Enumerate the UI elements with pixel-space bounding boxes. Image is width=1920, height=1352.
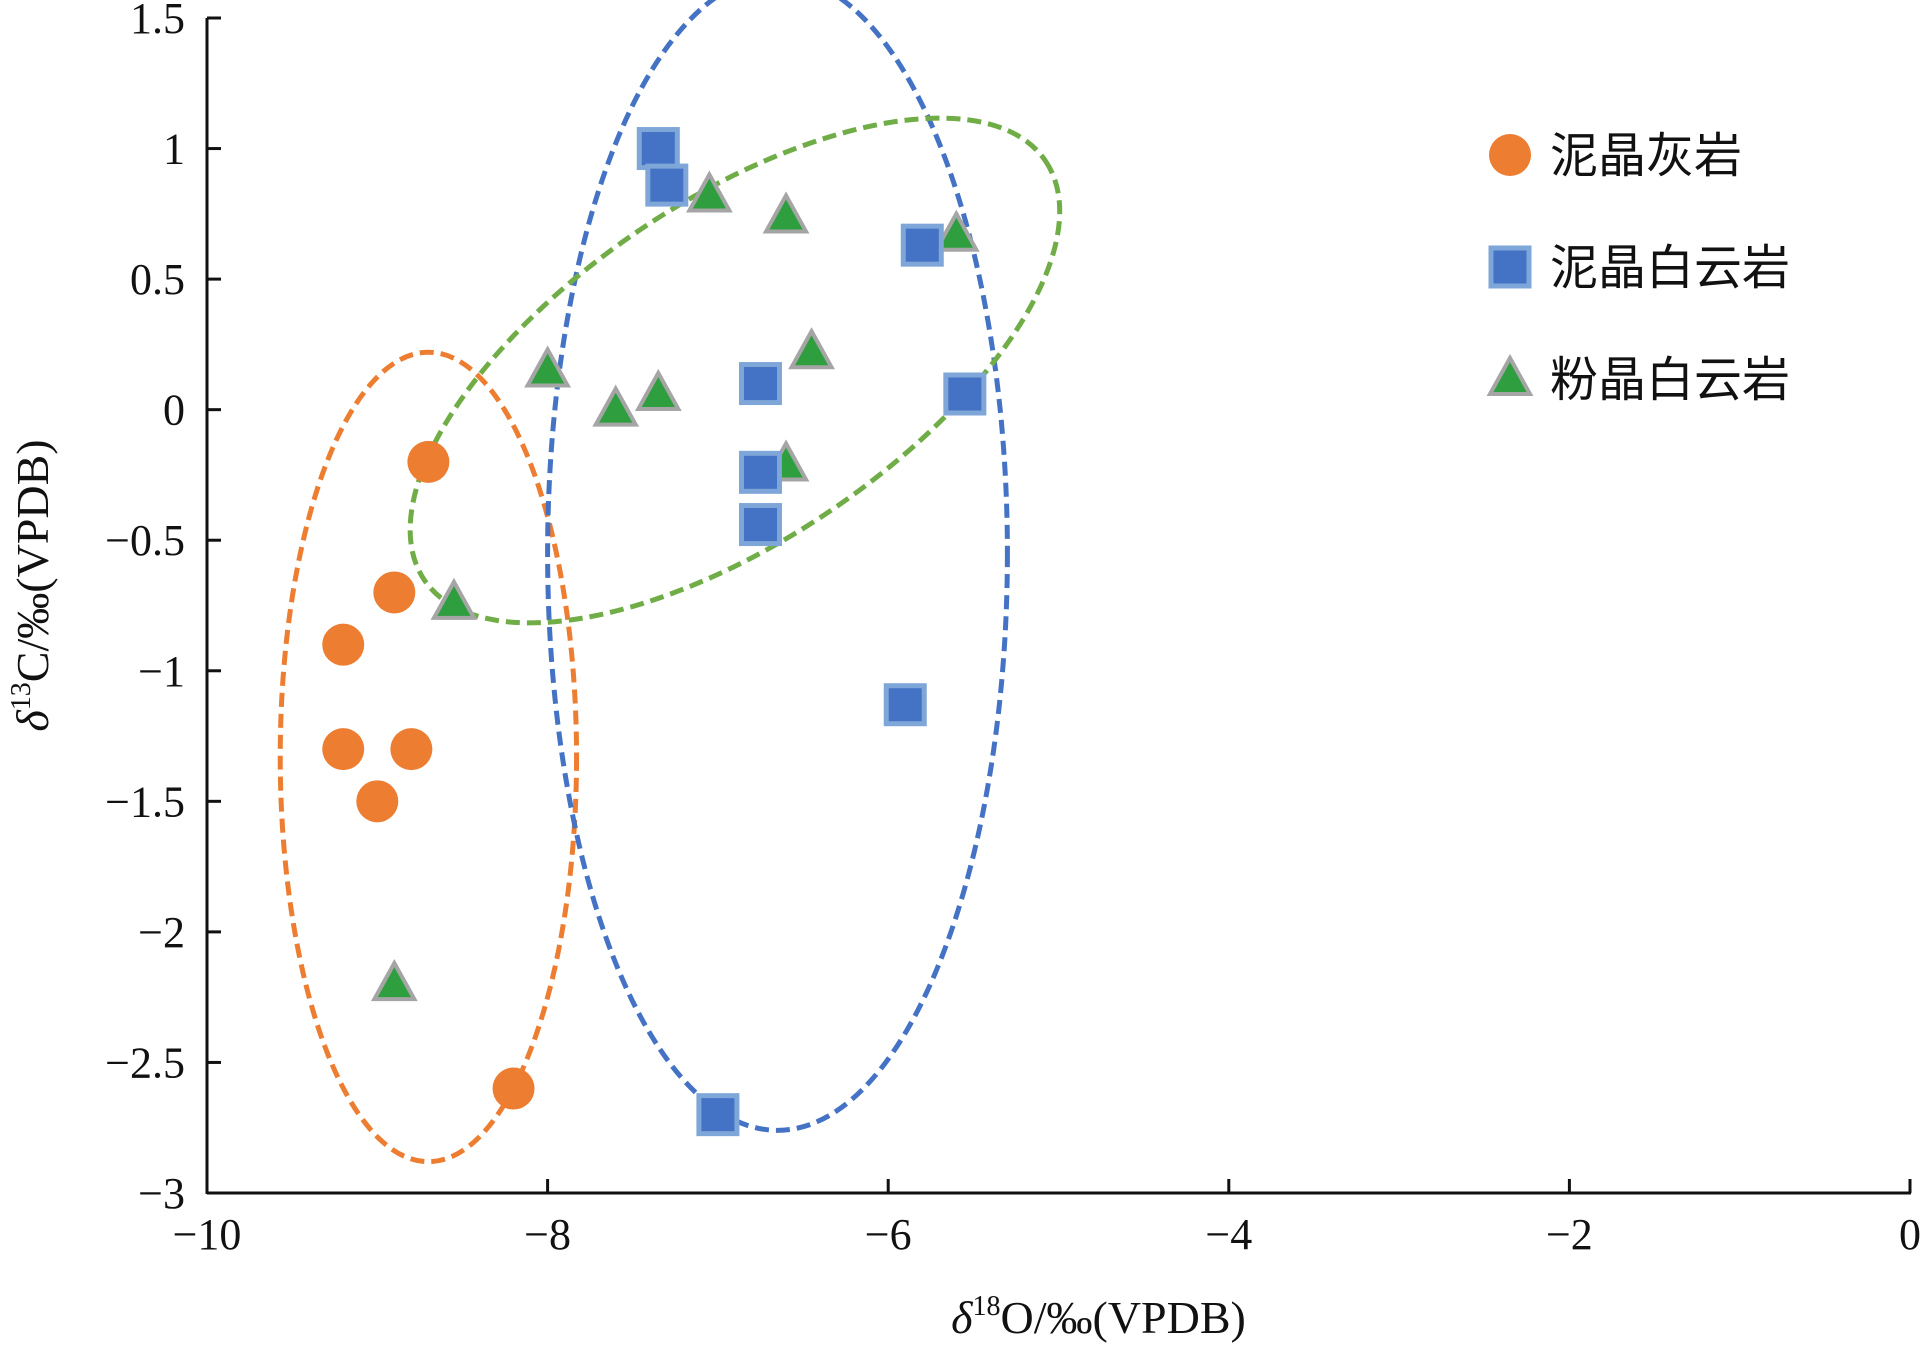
y-axis-title-group: δ13C/‰(VPDB)	[6, 439, 58, 731]
data-point-triangle	[592, 384, 640, 427]
data-point-triangle	[762, 191, 810, 234]
y-tick-label: −1	[138, 647, 185, 696]
y-tick-label: 0.5	[130, 255, 185, 304]
x-tick-label: −2	[1546, 1210, 1593, 1259]
legend-marker-circle	[1489, 134, 1531, 176]
data-point-square	[696, 1093, 740, 1137]
y-tick-label: −3	[138, 1169, 185, 1218]
data-point-triangle	[788, 327, 835, 370]
legend-item-dolomicrite: 泥晶白云岩	[1488, 240, 1790, 296]
y-tick-label: 1.5	[130, 0, 185, 43]
y-axis-title-delta: δ	[7, 710, 58, 732]
y-tick-label: −2	[138, 908, 185, 957]
data-point-square	[883, 683, 927, 727]
legend-item-silt-dolomite: 粉晶白云岩	[1486, 352, 1790, 408]
data-point-circle	[356, 780, 399, 823]
data-point-square	[900, 223, 944, 267]
data-point-square	[943, 372, 987, 416]
data-point-triangle	[932, 209, 980, 252]
group-ellipse	[277, 349, 580, 1165]
legend-marker-triangle	[1486, 353, 1534, 396]
group-ellipse	[545, 0, 1010, 1133]
y-tick-label: 0	[163, 386, 185, 435]
x-axis-title: δ18O/‰(VPDB)	[951, 1291, 1246, 1343]
y-axis-title-sup: 13	[6, 682, 37, 710]
data-point-circle	[373, 571, 416, 614]
legend-label-silt-dolomite: 粉晶白云岩	[1550, 352, 1790, 408]
data-point-circle	[492, 1067, 535, 1110]
y-tick-label: 1	[163, 125, 185, 174]
x-tick-label: −6	[865, 1210, 912, 1259]
data-point-triangle	[685, 170, 733, 213]
y-tick-label: −2.5	[105, 1038, 185, 1087]
x-tick-label: −10	[173, 1210, 242, 1259]
y-axis-title: δ13C/‰(VPDB)	[6, 439, 58, 731]
data-point-circle	[390, 728, 433, 771]
legend-marker-square	[1488, 245, 1532, 289]
axes: −10 −8 −6 −4 −2 0 1.5 1 0.5 0 −0.5 −1 −1.5 −2 −2.5 −3	[105, 0, 1920, 1259]
group-ellipse	[407, 115, 1063, 626]
data-point-square	[738, 450, 782, 494]
y-axis-title-rest: C/‰(VPDB)	[7, 439, 58, 682]
x-tick-label: −4	[1205, 1210, 1252, 1259]
data-point-triangle	[430, 577, 478, 620]
x-axis-title-delta: δ	[951, 1292, 973, 1343]
data-point-circle	[322, 728, 365, 771]
y-ticks: 1.5 1 0.5 0 −0.5 −1 −1.5 −2 −2.5 −3	[105, 0, 221, 1218]
x-axis-title-sup: 18	[973, 1291, 1001, 1322]
x-axis-title-rest: O/‰(VPDB)	[1001, 1292, 1246, 1343]
data-point-triangle	[634, 368, 682, 411]
data-point-square	[636, 127, 680, 171]
data-point-circle	[322, 623, 365, 666]
x-ticks: −10 −8 −6 −4 −2 0	[173, 1179, 1920, 1259]
data-point-triangle	[524, 345, 571, 388]
data-point-square	[738, 362, 782, 406]
y-tick-label: −0.5	[105, 516, 185, 565]
legend-label-lime-mudstone: 泥晶灰岩	[1550, 128, 1742, 184]
legend-label-dolomicrite: 泥晶白云岩	[1550, 240, 1790, 296]
data-points	[322, 127, 987, 1137]
data-point-circle	[407, 440, 450, 483]
data-point-triangle	[370, 958, 418, 1002]
data-point-square	[645, 163, 689, 207]
data-point-square	[738, 503, 782, 547]
y-tick-label: −1.5	[105, 777, 185, 826]
x-tick-label: −8	[524, 1210, 571, 1259]
legend-item-lime-mudstone: 泥晶灰岩	[1489, 128, 1742, 184]
legend: 泥晶灰岩 泥晶白云岩 粉晶白云岩	[1486, 128, 1790, 408]
x-tick-label: 0	[1899, 1210, 1920, 1259]
group-ellipses	[277, 0, 1063, 1165]
